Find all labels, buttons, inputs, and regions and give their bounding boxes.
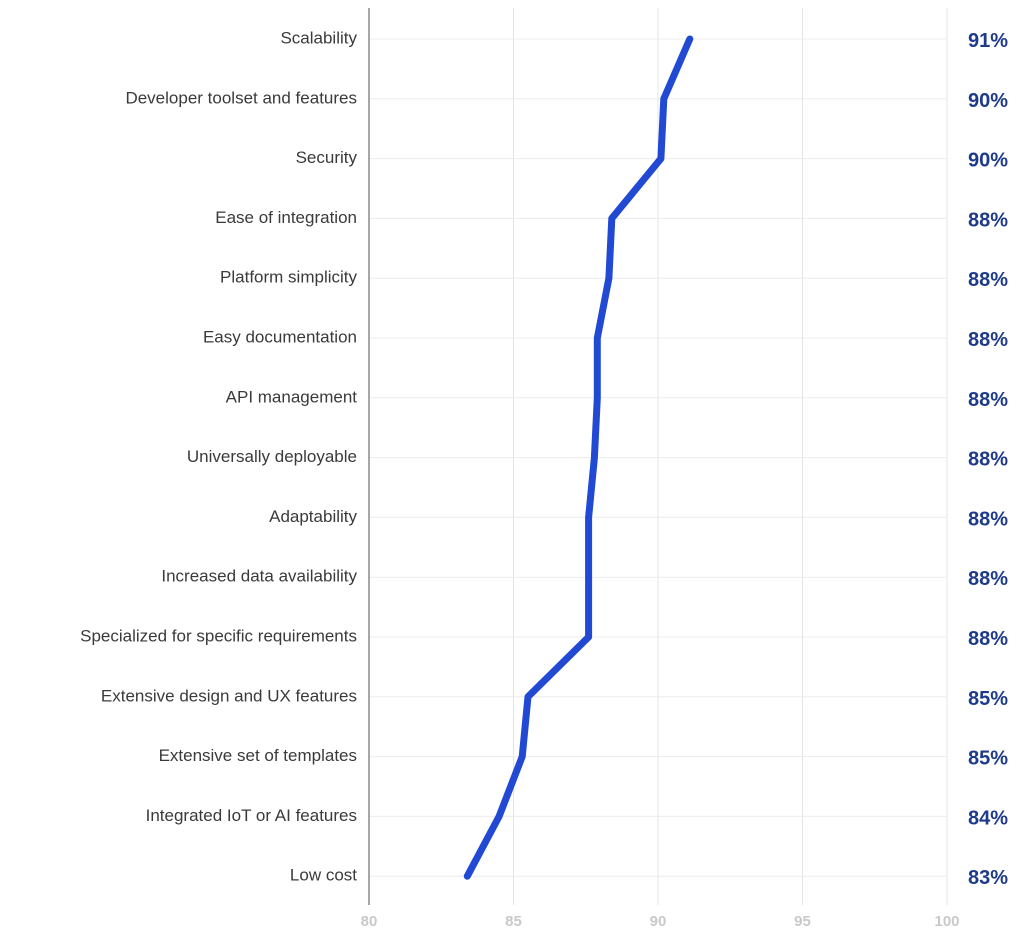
category-label: Platform simplicity [220,268,357,287]
horizontal-gridlines [369,38,947,877]
value-label: 88% [968,329,1008,351]
value-label: 88% [968,508,1008,530]
x-tick-label: 95 [794,913,811,930]
category-label: Adaptability [269,507,357,526]
category-label: Low cost [290,866,357,885]
value-label: 88% [968,449,1008,471]
vertical-gridlines [513,8,948,905]
category-label: API management [226,387,358,406]
category-label: Integrated IoT or AI features [146,806,357,825]
category-label: Ease of integration [215,208,357,227]
category-label: Extensive set of templates [159,746,357,765]
category-label: Increased data availability [161,567,357,586]
x-tick-label: 100 [934,913,959,930]
category-labels: Scalability Developer toolset and feature… [80,28,357,884]
x-tick-label: 85 [505,913,522,930]
value-label: 88% [968,568,1008,590]
category-label: Easy documentation [203,327,357,346]
value-label: 88% [968,209,1008,231]
value-label: 90% [968,150,1008,172]
value-label: 83% [968,867,1008,889]
category-label: Extensive design and UX features [101,686,357,705]
value-label: 88% [968,269,1008,291]
category-label: Scalability [280,28,357,47]
series-line [463,35,694,880]
value-label: 88% [968,628,1008,650]
category-label: Universally deployable [187,447,357,466]
category-label: Security [296,148,358,167]
x-tick-label: 90 [650,913,667,930]
value-label: 84% [968,807,1008,829]
value-label: 88% [968,389,1008,411]
value-label: 90% [968,90,1008,112]
category-label: Specialized for specific requirements [80,626,357,645]
value-label: 85% [968,688,1008,710]
x-tick-label: 80 [361,913,378,930]
value-label: 85% [968,748,1008,770]
x-tick-labels: 80 85 90 95 100 [361,913,960,930]
value-labels: 91% 90% 90% 88% 88% 88% 88% 88% 88% 88% 88% 85% 85% 8… [968,30,1008,889]
value-label: 91% [968,30,1008,52]
category-label: Developer toolset and features [125,88,357,107]
